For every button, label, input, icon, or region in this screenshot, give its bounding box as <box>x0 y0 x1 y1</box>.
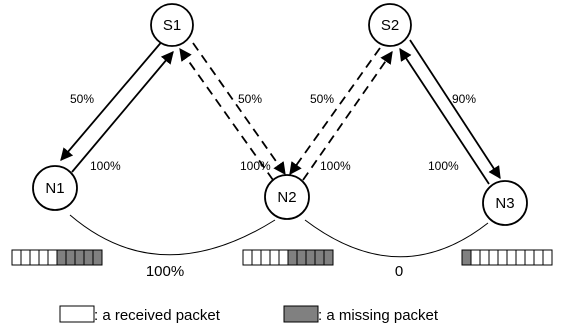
missing-packet-cell <box>305 249 316 266</box>
missing-packet-cell <box>65 249 76 266</box>
missing-packet-cell <box>323 249 334 266</box>
received-packet-cell <box>533 249 544 266</box>
neighbor-links: 100% 0 <box>69 214 489 280</box>
edge-label-s1-n1: 50% <box>70 92 94 106</box>
packet-bar-n2 <box>242 249 334 266</box>
edge-label-n3-s2: 100% <box>428 159 459 173</box>
arc-n1-n2 <box>69 214 276 256</box>
received-packet-cell <box>11 249 22 266</box>
edge-n3-to-s2 <box>399 47 490 185</box>
edge-s2-to-n3 <box>409 39 501 180</box>
missing-packet-cell <box>83 249 94 266</box>
link-quality-n2-n3: 0 <box>395 263 403 280</box>
edge-label-n1-s1: 100% <box>90 159 121 173</box>
received-packet-cell <box>47 249 58 266</box>
edge-labels: 50% 100% 50% 100% 50% 100% 90% 100% <box>70 92 476 173</box>
node-n1 <box>32 165 78 211</box>
received-packet-cell <box>515 249 526 266</box>
legend-received-label: : a received packet <box>94 307 221 324</box>
edge-s1-to-n1 <box>60 38 165 161</box>
edge-label-n2-s2: 100% <box>320 159 351 173</box>
node-s2-label: S2 <box>381 17 399 34</box>
link-quality-n1-n2: 100% <box>146 263 184 280</box>
node-n1-label: N1 <box>45 180 64 197</box>
edge-n2-to-s2-dashed <box>302 50 393 181</box>
node-s1 <box>150 3 194 47</box>
missing-packet-cell <box>314 249 325 266</box>
node-s1-label: S1 <box>163 17 181 34</box>
received-packet-cell <box>488 249 499 266</box>
edge-label-s2-n3: 90% <box>452 92 476 106</box>
missing-packet-cell <box>461 249 472 266</box>
received-packet-cell <box>242 249 253 266</box>
edge-s2-to-n2-dashed <box>289 47 381 176</box>
packet-bar-n3 <box>461 249 553 266</box>
node-s2 <box>368 3 412 47</box>
received-packet-cell <box>278 249 289 266</box>
edges <box>60 38 501 185</box>
edge-label-s1-n2: 50% <box>238 92 262 106</box>
edge-s1-to-n2-dashed <box>192 42 286 176</box>
node-n3-label: N3 <box>495 195 514 212</box>
edge-label-n2-s1: 100% <box>240 159 271 173</box>
edge-n2-to-s1-dashed <box>179 47 274 181</box>
received-packet-cell <box>506 249 517 266</box>
node-n2-label: N2 <box>277 189 296 206</box>
missing-packet-cell <box>74 249 85 266</box>
received-packet-cell <box>20 249 31 266</box>
missing-packet-cell <box>287 249 298 266</box>
legend: : a received packet : a missing packet <box>59 305 439 324</box>
received-packet-cell <box>251 249 262 266</box>
received-packet-cell <box>497 249 508 266</box>
legend-missing-swatch <box>283 305 319 323</box>
legend-missing-label: : a missing packet <box>318 307 439 324</box>
received-packet-cell <box>269 249 280 266</box>
edge-n1-to-s1 <box>71 51 174 173</box>
nodes: S1 S2 N1 N2 N3 <box>32 3 528 226</box>
received-packet-cell <box>542 249 553 266</box>
legend-received-swatch <box>59 305 95 323</box>
missing-packet-cell <box>56 249 67 266</box>
node-n3 <box>482 180 528 226</box>
node-n2 <box>264 174 310 220</box>
received-packet-cell <box>38 249 49 266</box>
missing-packet-cell <box>92 249 103 266</box>
packet-bar-n1 <box>11 249 103 266</box>
missing-packet-cell <box>296 249 307 266</box>
arc-n2-n3 <box>304 219 489 258</box>
received-packet-cell <box>29 249 40 266</box>
received-packet-cell <box>470 249 481 266</box>
received-packet-cell <box>524 249 535 266</box>
edge-label-s2-n2: 50% <box>310 92 334 106</box>
received-packet-cell <box>260 249 271 266</box>
received-packet-cell <box>479 249 490 266</box>
